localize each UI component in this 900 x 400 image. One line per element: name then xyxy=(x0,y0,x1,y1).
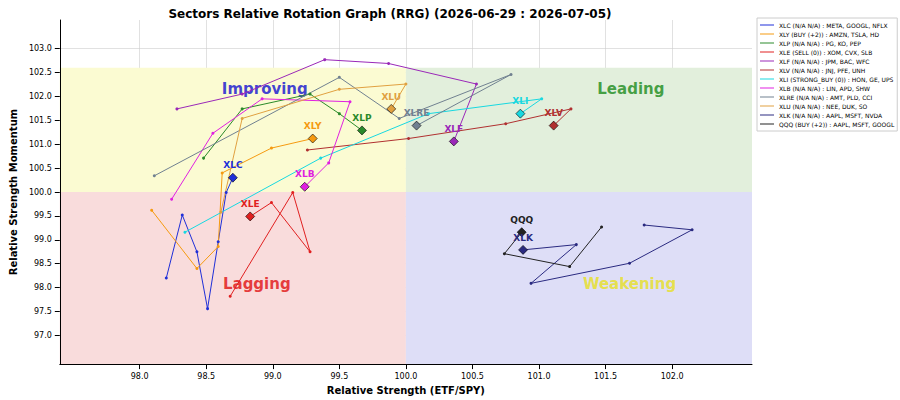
svg-text:XLF: XLF xyxy=(444,124,463,134)
svg-text:102.0: 102.0 xyxy=(661,372,684,381)
svg-text:99.0: 99.0 xyxy=(34,235,52,244)
svg-text:103.0: 103.0 xyxy=(29,44,52,53)
svg-text:XLF (N/A N/A) : JPM, BAC, WFC: XLF (N/A N/A) : JPM, BAC, WFC xyxy=(779,58,870,66)
svg-text:100.0: 100.0 xyxy=(29,188,52,197)
svg-text:XLE: XLE xyxy=(241,199,260,209)
svg-text:99.5: 99.5 xyxy=(34,211,52,220)
svg-text:99.0: 99.0 xyxy=(264,372,282,381)
svg-text:XLB: XLB xyxy=(295,169,315,179)
svg-text:97.5: 97.5 xyxy=(34,307,52,316)
svg-text:XLY (BUY (+2)) : AMZN, TSLA, H: XLY (BUY (+2)) : AMZN, TSLA, HD xyxy=(779,31,879,38)
svg-text:100.0: 100.0 xyxy=(394,372,417,381)
svg-text:101.5: 101.5 xyxy=(594,372,617,381)
svg-text:98.5: 98.5 xyxy=(197,372,215,381)
svg-text:XLV (N/A N/A) : JNJ, PFE, UNH: XLV (N/A N/A) : JNJ, PFE, UNH xyxy=(779,67,865,75)
svg-text:101.0: 101.0 xyxy=(29,140,52,149)
svg-text:XLE (SELL (0)) : XOM, CVX, SLB: XLE (SELL (0)) : XOM, CVX, SLB xyxy=(779,49,872,56)
svg-text:Leading: Leading xyxy=(597,80,664,98)
svg-text:XLB (N/A N/A) : LIN, APD, SHW: XLB (N/A N/A) : LIN, APD, SHW xyxy=(779,85,870,92)
svg-text:XLRE (N/A N/A) : AMT, PLD, CCI: XLRE (N/A N/A) : AMT, PLD, CCI xyxy=(779,94,873,101)
svg-text:Relative Strength (ETF/SPY): Relative Strength (ETF/SPY) xyxy=(327,385,485,396)
svg-text:98.0: 98.0 xyxy=(131,372,149,381)
svg-text:XLU: XLU xyxy=(381,92,401,102)
svg-text:Sectors Relative Rotation Grap: Sectors Relative Rotation Graph (RRG) (2… xyxy=(168,7,611,21)
svg-text:XLK (N/A N/A) : AAPL, MSFT, NV: XLK (N/A N/A) : AAPL, MSFT, NVDA xyxy=(779,112,883,119)
svg-text:QQQ: QQQ xyxy=(510,215,533,225)
svg-text:100.5: 100.5 xyxy=(461,372,484,381)
svg-text:XLK: XLK xyxy=(513,233,534,243)
svg-text:XLRE: XLRE xyxy=(404,108,430,118)
svg-text:Improving: Improving xyxy=(221,80,308,99)
svg-text:101.0: 101.0 xyxy=(528,372,551,381)
svg-text:Lagging: Lagging xyxy=(223,275,291,294)
svg-text:XLY: XLY xyxy=(304,121,322,131)
svg-text:XLC: XLC xyxy=(223,160,243,170)
svg-text:XLI: XLI xyxy=(512,96,528,106)
svg-text:Weakening: Weakening xyxy=(583,275,676,293)
svg-text:XLP (N/A N/A) : PG, KO, PEP: XLP (N/A N/A) : PG, KO, PEP xyxy=(779,40,861,47)
svg-text:97.0: 97.0 xyxy=(34,331,52,340)
svg-text:101.5: 101.5 xyxy=(29,116,52,125)
svg-text:XLV: XLV xyxy=(544,108,562,118)
svg-text:98.0: 98.0 xyxy=(34,283,52,292)
svg-text:102.0: 102.0 xyxy=(29,92,52,101)
svg-text:XLI (STRONG_BUY (0)) : HON, GE: XLI (STRONG_BUY (0)) : HON, GE, UPS xyxy=(779,76,894,84)
svg-text:102.5: 102.5 xyxy=(29,68,52,77)
svg-text:100.5: 100.5 xyxy=(29,164,52,173)
svg-text:XLC (N/A N/A) : META, GOOGL, N: XLC (N/A N/A) : META, GOOGL, NFLX xyxy=(779,22,888,29)
svg-text:XLP: XLP xyxy=(352,113,372,123)
svg-text:99.5: 99.5 xyxy=(330,372,348,381)
svg-text:98.5: 98.5 xyxy=(34,259,52,268)
svg-text:XLU (N/A N/A) : NEE, DUK, SO: XLU (N/A N/A) : NEE, DUK, SO xyxy=(779,103,868,110)
svg-text:QQQ (BUY (+2)) : AAPL, MSFT, G: QQQ (BUY (+2)) : AAPL, MSFT, GOOGL xyxy=(779,121,895,128)
svg-text:Relative Strength Momentum: Relative Strength Momentum xyxy=(8,109,19,275)
